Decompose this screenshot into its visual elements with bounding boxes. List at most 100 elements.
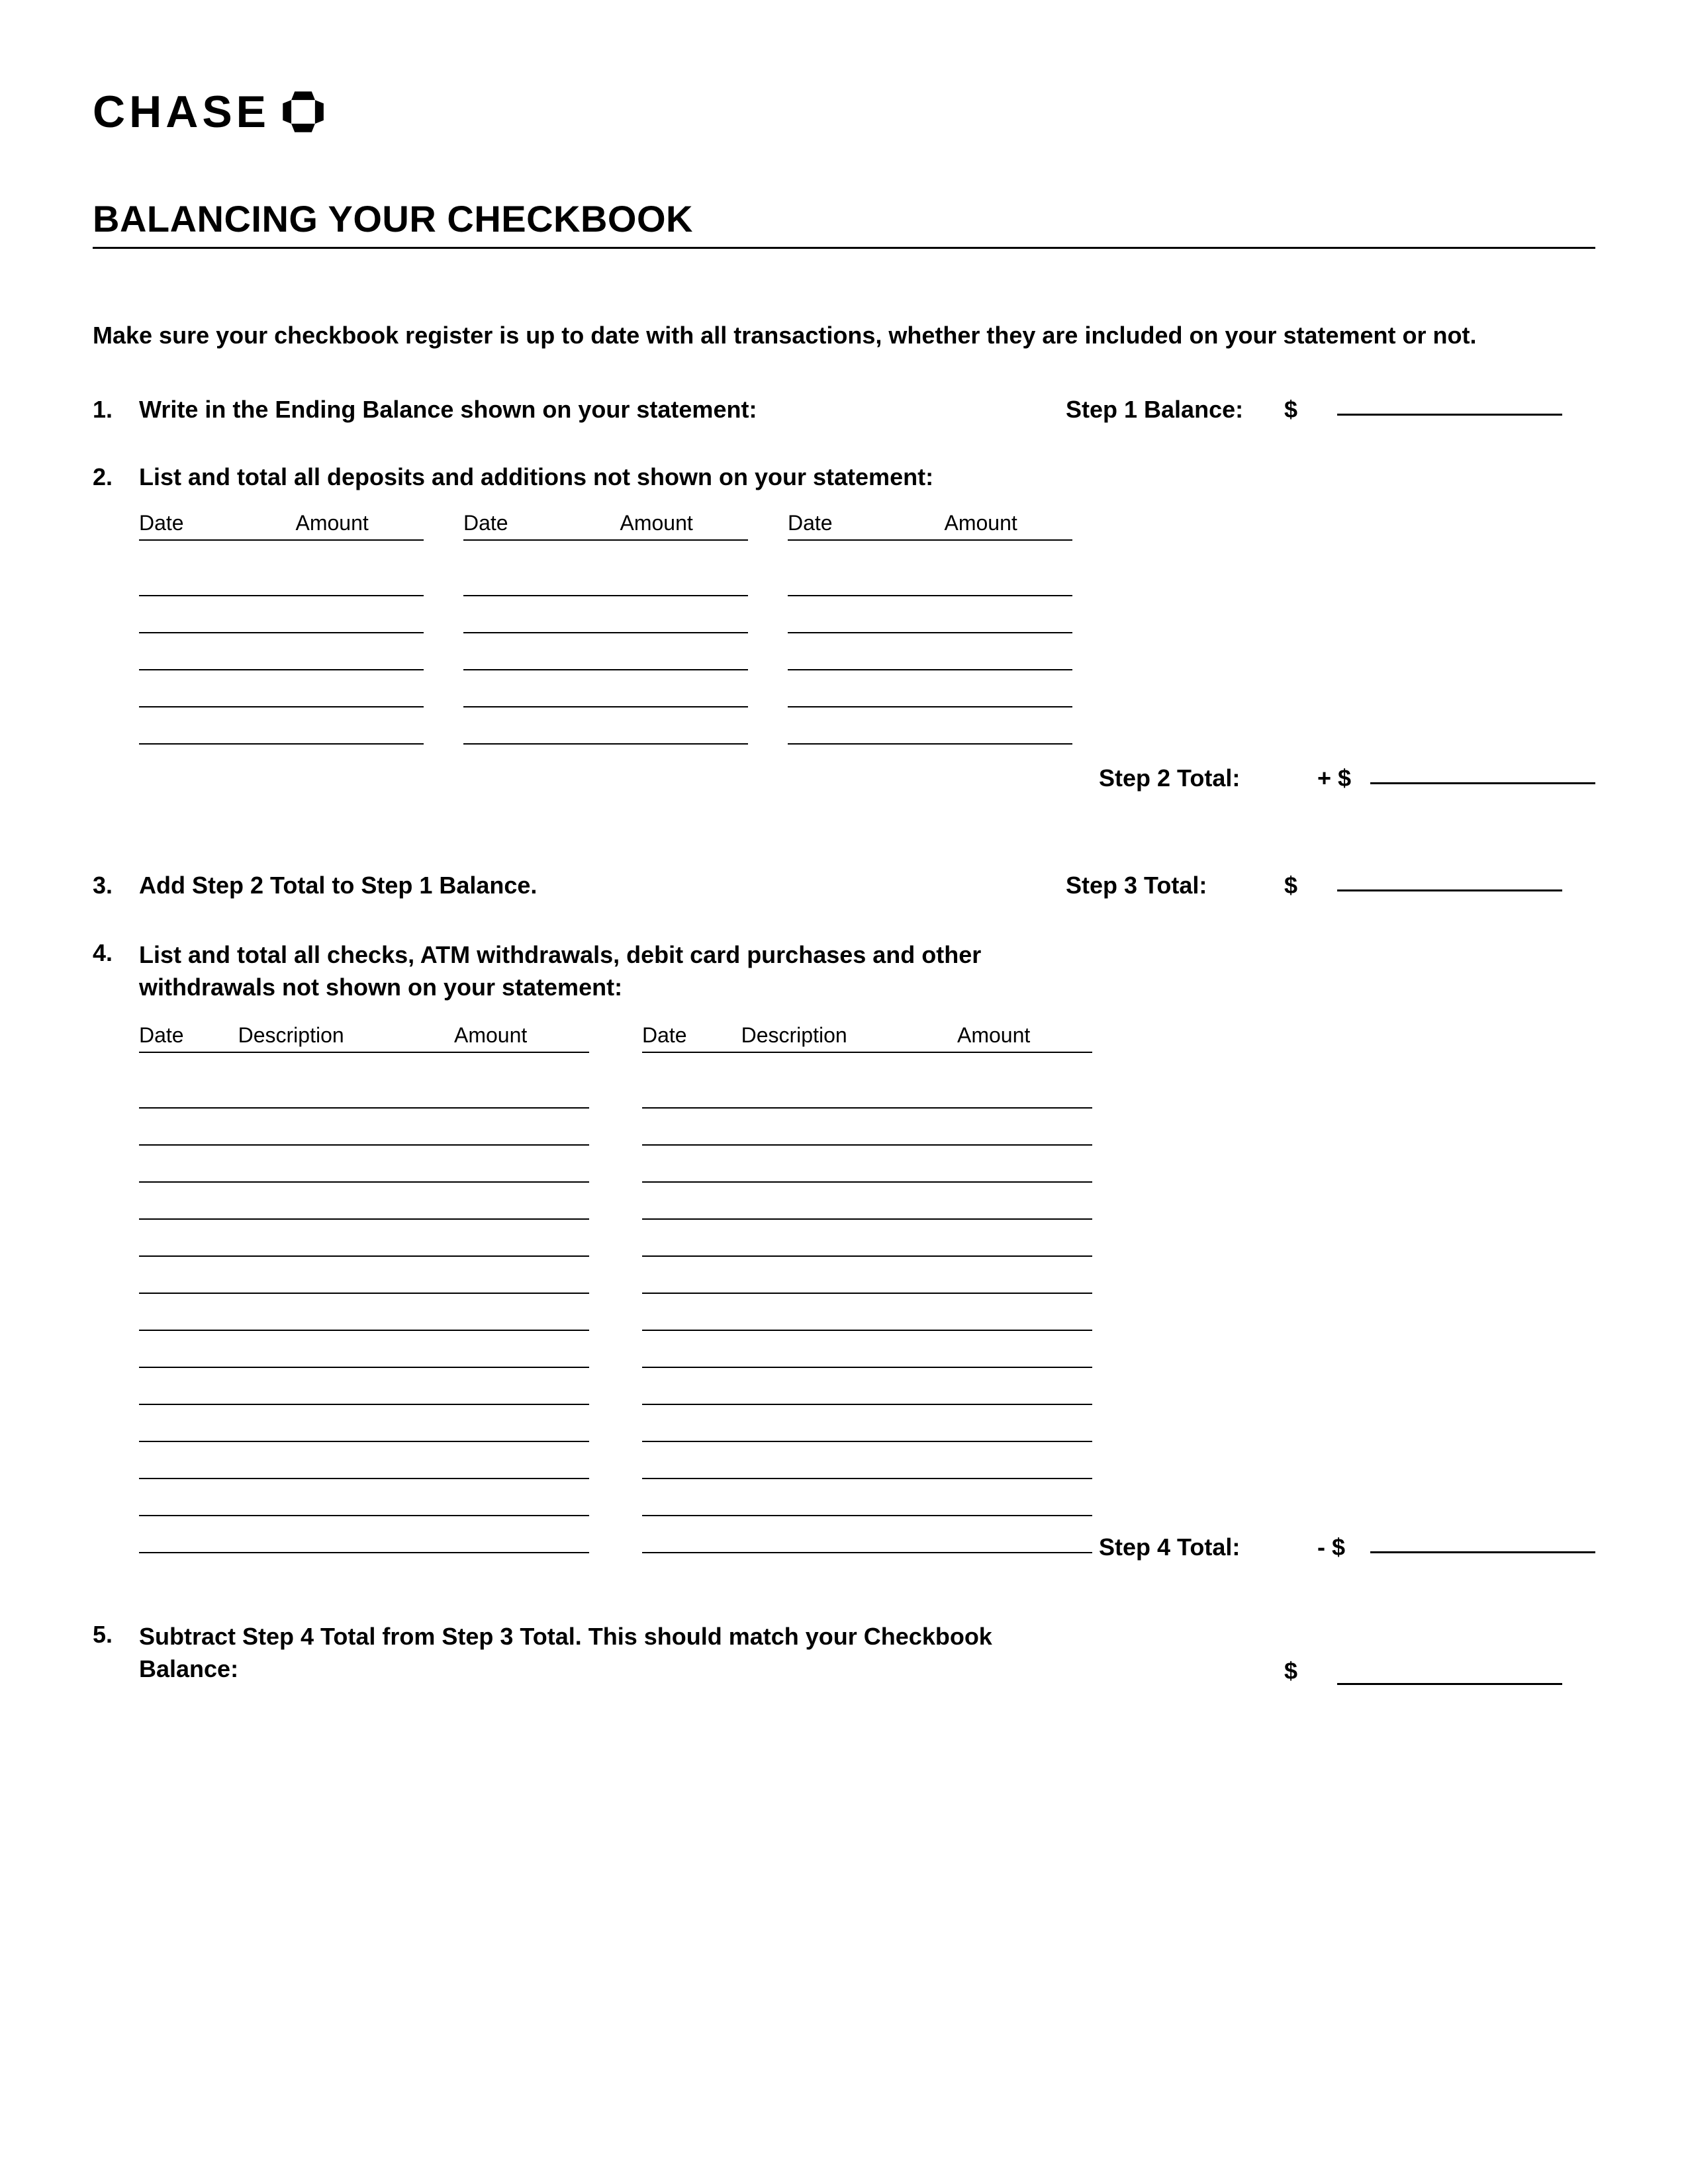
withdrawals-column-header: DateDescriptionAmount <box>139 1023 589 1053</box>
withdrawal-entry-line[interactable] <box>642 1109 1092 1146</box>
step-5: 5. Subtract Step 4 Total from Step 3 Tot… <box>93 1621 1595 1685</box>
withdrawal-entry-line[interactable] <box>642 1442 1092 1479</box>
deposits-column-header: DateAmount <box>463 511 748 541</box>
withdrawal-entry-line[interactable] <box>139 1331 589 1368</box>
step3-total-label: Step 3 Total: <box>1066 872 1284 899</box>
step-number: 1. <box>93 396 139 424</box>
deposit-entry-line[interactable] <box>139 559 424 596</box>
deposit-entry-line[interactable] <box>139 707 424 745</box>
step2-total-label: Step 2 Total: <box>1099 764 1317 792</box>
withdrawal-entry-line[interactable] <box>139 1479 589 1516</box>
col-amount-label: Amount <box>296 511 424 535</box>
step-2: 2. List and total all deposits and addit… <box>93 463 1595 491</box>
step-text: Subtract Step 4 Total from Step 3 Total.… <box>139 1621 1066 1685</box>
step-3-total-field: Step 3 Total: $ <box>1066 872 1562 899</box>
logo-text: CHASE <box>93 86 270 138</box>
deposits-grid: DateAmountDateAmountDateAmount <box>139 511 1595 745</box>
withdrawals-column: DateDescriptionAmount <box>642 1023 1092 1553</box>
withdrawal-entry-line[interactable] <box>642 1405 1092 1442</box>
deposit-entry-line[interactable] <box>788 670 1072 707</box>
deposit-entry-line[interactable] <box>788 559 1072 596</box>
withdrawals-grid: DateDescriptionAmountDateDescriptionAmou… <box>139 1023 1595 1553</box>
col-description-label: Description <box>741 1023 957 1048</box>
withdrawal-entry-line[interactable] <box>642 1146 1092 1183</box>
withdrawal-entry-line[interactable] <box>139 1109 589 1146</box>
step4-total-label: Step 4 Total: <box>1099 1533 1317 1561</box>
step4-total-symbol: - $ <box>1317 1533 1370 1561</box>
step2-total-symbol: + $ <box>1317 764 1370 792</box>
col-description-label: Description <box>238 1023 454 1048</box>
withdrawal-entry-line[interactable] <box>139 1071 589 1109</box>
withdrawal-entry-line[interactable] <box>642 1479 1092 1516</box>
col-amount-label: Amount <box>620 511 749 535</box>
deposits-column: DateAmount <box>788 511 1072 745</box>
withdrawal-entry-line[interactable] <box>139 1146 589 1183</box>
col-amount-label: Amount <box>957 1023 1092 1048</box>
withdrawal-entry-line[interactable] <box>642 1257 1092 1294</box>
step-text: Add Step 2 Total to Step 1 Balance. <box>139 872 1066 899</box>
step2-total-input-line[interactable] <box>1370 764 1595 784</box>
step-1-balance-field: Step 1 Balance: $ <box>1066 396 1562 424</box>
withdrawal-entry-line[interactable] <box>139 1183 589 1220</box>
deposit-entry-line[interactable] <box>463 596 748 633</box>
brand-logo: CHASE <box>93 86 1595 138</box>
col-date-label: Date <box>139 511 296 535</box>
col-date-label: Date <box>642 1023 741 1048</box>
currency-symbol: $ <box>1284 1657 1337 1685</box>
deposit-entry-line[interactable] <box>788 707 1072 745</box>
deposit-entry-line[interactable] <box>788 596 1072 633</box>
col-date-label: Date <box>788 511 945 535</box>
deposit-entry-line[interactable] <box>463 707 748 745</box>
step5-balance-input-line[interactable] <box>1337 1665 1562 1685</box>
withdrawal-entry-line[interactable] <box>642 1220 1092 1257</box>
deposit-entry-line[interactable] <box>139 670 424 707</box>
col-date-label: Date <box>139 1023 238 1048</box>
step4-total-input-line[interactable] <box>1370 1533 1595 1553</box>
withdrawal-entry-line[interactable] <box>139 1257 589 1294</box>
deposit-entry-line[interactable] <box>788 633 1072 670</box>
step-4-total-row: Step 4 Total: - $ <box>139 1533 1595 1561</box>
currency-symbol: $ <box>1284 872 1337 899</box>
deposits-column: DateAmount <box>139 511 424 745</box>
withdrawal-entry-line[interactable] <box>642 1183 1092 1220</box>
intro-text: Make sure your checkbook register is up … <box>93 322 1595 349</box>
withdrawals-column: DateDescriptionAmount <box>139 1023 589 1553</box>
step3-total-input-line[interactable] <box>1337 872 1562 891</box>
deposit-entry-line[interactable] <box>139 633 424 670</box>
deposits-column-header: DateAmount <box>788 511 1072 541</box>
step-3: 3. Add Step 2 Total to Step 1 Balance. S… <box>93 872 1595 899</box>
step-text: List and total all checks, ATM withdrawa… <box>139 939 1066 1003</box>
withdrawal-entry-line[interactable] <box>642 1294 1092 1331</box>
withdrawal-entry-line[interactable] <box>139 1368 589 1405</box>
withdrawal-entry-line[interactable] <box>139 1442 589 1479</box>
withdrawals-column-header: DateDescriptionAmount <box>642 1023 1092 1053</box>
step-1: 1. Write in the Ending Balance shown on … <box>93 396 1595 424</box>
step-text: Write in the Ending Balance shown on you… <box>139 396 1066 424</box>
withdrawal-entry-line[interactable] <box>139 1294 589 1331</box>
step-number: 3. <box>93 872 139 899</box>
chase-octagon-icon <box>282 91 324 133</box>
col-amount-label: Amount <box>945 511 1073 535</box>
col-amount-label: Amount <box>454 1023 589 1048</box>
col-date-label: Date <box>463 511 620 535</box>
deposit-entry-line[interactable] <box>463 670 748 707</box>
withdrawal-entry-line[interactable] <box>139 1220 589 1257</box>
step-4: 4. List and total all checks, ATM withdr… <box>93 939 1595 1003</box>
withdrawal-entry-line[interactable] <box>139 1405 589 1442</box>
deposit-entry-line[interactable] <box>463 633 748 670</box>
step-number: 5. <box>93 1621 139 1685</box>
page-title: BALANCING YOUR CHECKBOOK <box>93 197 1595 249</box>
currency-symbol: $ <box>1284 396 1337 424</box>
deposit-entry-line[interactable] <box>463 559 748 596</box>
withdrawal-entry-line[interactable] <box>642 1331 1092 1368</box>
step-text: List and total all deposits and addition… <box>139 463 1066 491</box>
deposit-entry-line[interactable] <box>139 596 424 633</box>
step1-balance-label: Step 1 Balance: <box>1066 396 1284 424</box>
step-number: 2. <box>93 463 139 491</box>
deposits-column: DateAmount <box>463 511 748 745</box>
withdrawal-entry-line[interactable] <box>642 1368 1092 1405</box>
withdrawal-entry-line[interactable] <box>642 1071 1092 1109</box>
step-number: 4. <box>93 939 139 1003</box>
deposits-column-header: DateAmount <box>139 511 424 541</box>
step1-balance-input-line[interactable] <box>1337 396 1562 416</box>
